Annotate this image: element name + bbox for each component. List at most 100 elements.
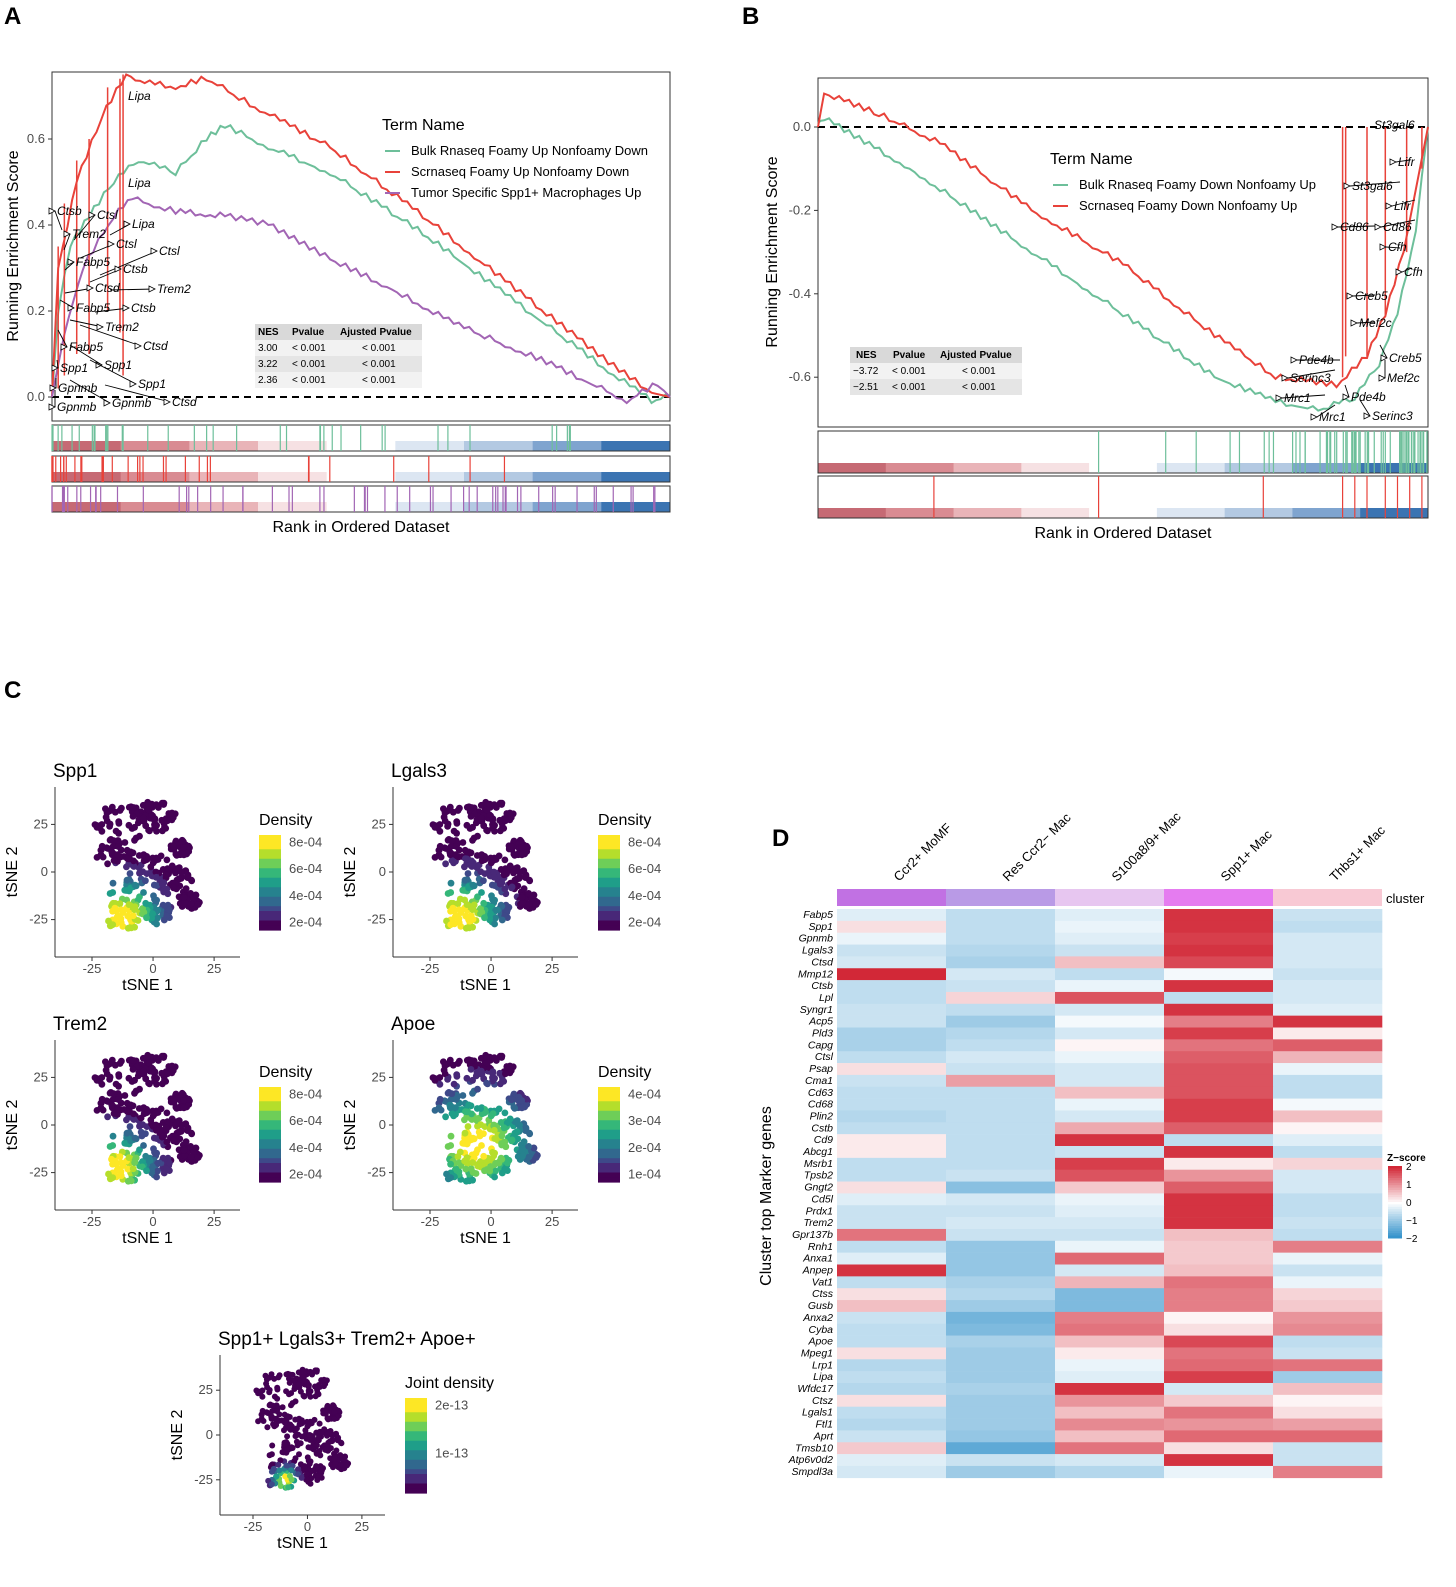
heatmap-gene-label: Ctsd <box>811 956 834 968</box>
panel-a-table-cell: < 0.001 <box>292 375 326 386</box>
a-series-line <box>51 73 671 398</box>
a-rug-gradient <box>601 441 671 451</box>
tsne-cell-point <box>447 879 455 887</box>
b-rug-gradient <box>953 463 1022 473</box>
tsne-cell-point <box>117 1159 125 1167</box>
heatmap-cell <box>837 1264 947 1277</box>
tsne-cell-point <box>481 914 488 922</box>
b-gene-arrowhead <box>1385 202 1393 210</box>
tsne-legend-title: Density <box>259 812 312 829</box>
heatmap-cell <box>1055 1074 1165 1088</box>
a-rug-gradient <box>189 502 259 512</box>
a-gene-arrow <box>54 210 63 231</box>
tsne-cell-point <box>452 1104 459 1111</box>
tsne-legend-gradient <box>598 896 620 903</box>
panel-a-table-header: Ajusted Pvalue <box>340 327 412 338</box>
tsne-cell-point <box>116 1060 124 1067</box>
tsne-legend-gradient <box>259 1115 281 1121</box>
tsne-cell-point <box>109 889 117 896</box>
tsne-legend-gradient <box>405 1488 427 1494</box>
tsne-cell-point <box>266 1389 273 1396</box>
tsne-cell-point <box>187 900 195 908</box>
tsne-ylabel: tSNE 2 <box>4 1100 21 1151</box>
tsne-cell-point <box>490 868 498 876</box>
tsne-plot-title: Spp1 <box>53 761 97 782</box>
tsne-cell-point <box>125 821 133 829</box>
tsne-cell-point <box>130 1115 138 1123</box>
a-gene-arrow <box>99 250 158 276</box>
heatmap-gene-label: Anpep <box>802 1265 834 1277</box>
tsne-cell-point <box>131 1076 139 1084</box>
tsne-legend-gradient <box>259 1096 281 1102</box>
tsne-cell-point <box>112 1080 120 1088</box>
tsne-cell-point <box>145 801 153 809</box>
heatmap-legend-gradient <box>1388 1192 1402 1196</box>
heatmap-cluster-bar <box>837 889 946 906</box>
heatmap-cluster-bar <box>946 889 1055 906</box>
tsne-legend-gradient <box>259 906 281 912</box>
tsne-cell-point <box>264 1424 271 1431</box>
a-gene-arrowhead <box>48 403 56 411</box>
panel-b-table-header-bg <box>850 347 1022 363</box>
tsne-cell-point <box>437 1106 445 1114</box>
heatmap-column-label: Thbs1+ Mac <box>1327 822 1389 884</box>
a-series-line <box>51 124 671 405</box>
tsne-cell-point <box>492 914 499 922</box>
b-gene-label: Cfh <box>1404 265 1423 279</box>
heatmap-cell <box>1055 1110 1165 1123</box>
heatmap-cell <box>1164 1039 1274 1052</box>
tsne-legend-gradient <box>598 1106 620 1112</box>
tsne-ytick-label: -25 <box>29 1165 48 1180</box>
tsne-cell-point <box>316 1420 323 1427</box>
tsne-cell-point <box>465 848 473 856</box>
tsne-cell-point <box>335 1412 342 1419</box>
panel-a-table-cell: < 0.001 <box>362 359 396 370</box>
tsne-cell-point <box>274 1386 281 1393</box>
tsne-legend-gradient <box>259 1172 281 1178</box>
heatmap-legend-gradient <box>1388 1211 1402 1215</box>
tsne-cell-point <box>526 1129 533 1137</box>
heatmap-cell <box>946 944 1056 957</box>
panel-b-table-cell: < 0.001 <box>892 366 926 377</box>
tsne-cell-point <box>162 871 170 879</box>
heatmap-cell <box>946 1015 1056 1028</box>
tsne-cell-point <box>159 901 167 909</box>
tsne-cell-point <box>154 1160 162 1167</box>
tsne-cell-point <box>442 1113 449 1121</box>
tsne-cell-point <box>461 1116 468 1124</box>
heatmap-cell <box>1273 1122 1383 1135</box>
heatmap-cell <box>1164 1027 1274 1040</box>
tsne-cell-point <box>307 1444 314 1451</box>
heatmap-cell <box>946 1264 1056 1277</box>
tsne-cell-point <box>187 1143 195 1150</box>
tsne-cell-point <box>136 1146 143 1154</box>
tsne-ylabel: tSNE 2 <box>169 1410 186 1461</box>
tsne-cell-point <box>136 893 143 901</box>
a-gene-label: Fabp5 <box>76 301 110 315</box>
heatmap-cell <box>1273 1371 1383 1384</box>
tsne-legend-gradient <box>405 1459 427 1466</box>
panel-a-nes-table: NES Pvalue Ajusted Pvalue 3.00 < 0.001 <… <box>255 324 422 388</box>
tsne-legend-gradient <box>598 844 620 850</box>
tsne-cell-point <box>498 879 506 887</box>
heatmap-legend-gradient <box>1388 1173 1402 1177</box>
heatmap-cell <box>946 920 1056 933</box>
heatmap-cell <box>1164 1394 1274 1407</box>
tsne-legend-label: 4e-04 <box>628 888 661 903</box>
tsne-cell-point <box>180 1104 188 1112</box>
panel-b-table-cell: −3.72 <box>853 366 879 377</box>
tsne-cell-point <box>498 1169 506 1177</box>
heatmap-gene-label: Gpr137b <box>792 1229 833 1241</box>
tsne-cell-point <box>145 1059 153 1067</box>
tsne-legend-gradient <box>259 844 281 850</box>
tsne-legend: Joint density 2e-13 1e-13 <box>405 1375 494 1494</box>
panel-a-xlabel: Rank in Ordered Dataset <box>273 519 451 536</box>
heatmap-cell <box>1055 1228 1165 1242</box>
heatmap-gene-label: Cyba <box>808 1324 833 1336</box>
heatmap-gene-label: Apoe <box>807 1336 833 1348</box>
tsne-cell-point <box>108 1102 116 1109</box>
tsne-cell-point <box>511 1104 519 1112</box>
tsne-legend-gradient <box>598 873 620 879</box>
tsne-cell-point <box>436 842 444 850</box>
tsne-cell-point <box>491 882 499 889</box>
